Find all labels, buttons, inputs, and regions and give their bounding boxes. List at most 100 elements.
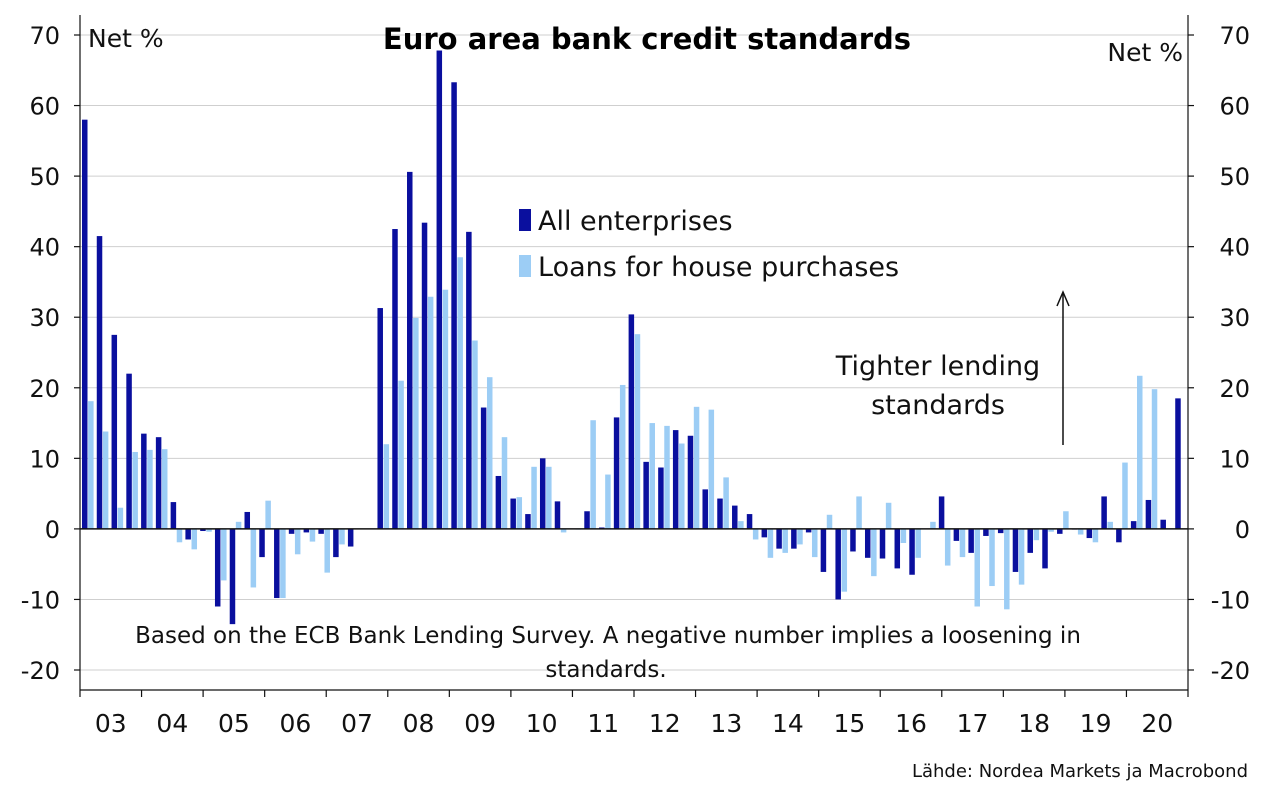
bar-house-purchases (679, 443, 685, 529)
bar-all-enterprises (820, 528, 827, 572)
bar-all-enterprises (318, 528, 324, 534)
y-tick-label-right: 30 (1219, 304, 1250, 332)
bar-all-enterprises (938, 496, 945, 529)
bar-all-enterprises (333, 528, 339, 558)
x-tick-label: 07 (341, 709, 373, 738)
y-tick-label-left: 0 (45, 516, 60, 544)
bar-all-enterprises (746, 514, 753, 529)
y-tick-label-left: 40 (29, 234, 60, 262)
bar-house-purchases (856, 496, 862, 529)
x-tick-label: 19 (1080, 709, 1112, 738)
y-tick-label-left: 10 (29, 445, 60, 473)
bar-all-enterprises (584, 511, 590, 529)
bar-house-purchases (1151, 389, 1158, 529)
bar-house-purchases (309, 528, 316, 542)
bar-house-purchases (871, 528, 877, 577)
y-tick-label-right: 10 (1219, 445, 1250, 473)
note: Based on the ECB Bank Lending Survey. A … (135, 623, 1081, 683)
y-tick-label-left: -20 (21, 657, 60, 685)
bar-house-purchases (915, 528, 921, 558)
bar-all-enterprises (303, 528, 310, 533)
y-tick-label-right: 60 (1219, 93, 1250, 121)
bar-house-purchases (531, 466, 537, 529)
x-tick-label: 18 (1018, 709, 1050, 738)
bar-all-enterprises (864, 528, 871, 558)
bar-house-purchases (221, 528, 227, 581)
bar-house-purchases (191, 528, 198, 550)
bar-all-enterprises (702, 489, 708, 529)
bar-house-purchases (605, 474, 611, 529)
bar-all-enterprises (495, 475, 502, 529)
bar-all-enterprises (510, 498, 516, 529)
bar-house-purchases (900, 528, 907, 543)
bar-house-purchases (324, 528, 330, 573)
y-tick-label-left: 30 (29, 304, 60, 332)
bar-all-enterprises (214, 528, 221, 607)
bar-house-purchases (944, 528, 951, 566)
bar-all-enterprises (1086, 528, 1093, 539)
x-tick-label: 06 (280, 709, 312, 738)
bar-house-purchases (501, 437, 508, 529)
bar-house-purchases (516, 497, 523, 529)
bar-house-purchases (841, 528, 848, 592)
bar-all-enterprises (628, 314, 635, 529)
bar-all-enterprises (613, 417, 620, 529)
bar-house-purchases (294, 528, 301, 555)
x-tick-label: 03 (95, 709, 127, 738)
bar-house-purchases (339, 528, 345, 545)
x-tick-label: 12 (649, 709, 681, 738)
bar-house-purchases (280, 528, 286, 599)
bar-all-enterprises (421, 222, 428, 529)
bar-house-purchases (767, 528, 774, 558)
bar-all-enterprises (805, 528, 812, 533)
bar-house-purchases (147, 449, 153, 529)
bar-house-purchases (1137, 375, 1143, 529)
bar-all-enterprises (1145, 499, 1152, 529)
x-tick-label: 08 (403, 709, 435, 738)
bar-house-purchases (235, 521, 242, 529)
x-tick-label: 13 (710, 709, 742, 738)
bar-all-enterprises (436, 50, 443, 529)
bar-all-enterprises (96, 236, 103, 529)
x-tick-label: 16 (895, 709, 927, 738)
x-tick-label: 20 (1141, 709, 1173, 738)
bar-house-purchases (649, 423, 655, 529)
y-tick-label-right: 20 (1219, 375, 1250, 403)
y-tick-label-right: 40 (1219, 234, 1250, 262)
legend-swatch-house-purchases (519, 255, 531, 277)
legend-swatch-all-enterprises (519, 209, 531, 231)
bar-house-purchases (1004, 528, 1010, 610)
bar-all-enterprises (1057, 528, 1063, 534)
bar-house-purchases (1018, 528, 1025, 585)
bar-all-enterprises (835, 528, 841, 600)
bar-all-enterprises (953, 528, 960, 541)
bar-all-enterprises (776, 528, 782, 549)
bar-house-purchases (959, 528, 966, 558)
bar-house-purchases (590, 420, 596, 529)
source-note: Lähde: Nordea Markets ja Macrobond (912, 761, 1248, 782)
x-tick-label: 09 (464, 709, 496, 738)
bar-house-purchases (442, 289, 449, 529)
bar-house-purchases (664, 425, 670, 529)
bar-house-purchases (206, 528, 212, 532)
y-axis-right-unit: Net % (1107, 38, 1183, 67)
legend: All enterprises Loans for house purchase… (519, 206, 899, 283)
y-tick-label-left: -10 (21, 586, 60, 614)
bar-house-purchases (811, 528, 818, 558)
bar-house-purchases (427, 296, 434, 529)
y-tick-label-left: 20 (29, 375, 60, 403)
x-tick-label: 11 (587, 709, 619, 738)
x-tick-label: 04 (156, 709, 188, 738)
bar-all-enterprises (200, 528, 206, 532)
bar-house-purchases (634, 334, 641, 529)
bar-all-enterprises (879, 528, 886, 559)
bar-all-enterprises (909, 528, 915, 575)
y-tick-label-left: 70 (29, 22, 60, 50)
bar-house-purchases (265, 500, 271, 529)
bar-all-enterprises (451, 82, 457, 529)
y-tick-label-right: 70 (1219, 22, 1250, 50)
bar-house-purchases (1063, 511, 1069, 529)
bar-all-enterprises (111, 334, 118, 529)
bar-all-enterprises (1027, 528, 1033, 553)
